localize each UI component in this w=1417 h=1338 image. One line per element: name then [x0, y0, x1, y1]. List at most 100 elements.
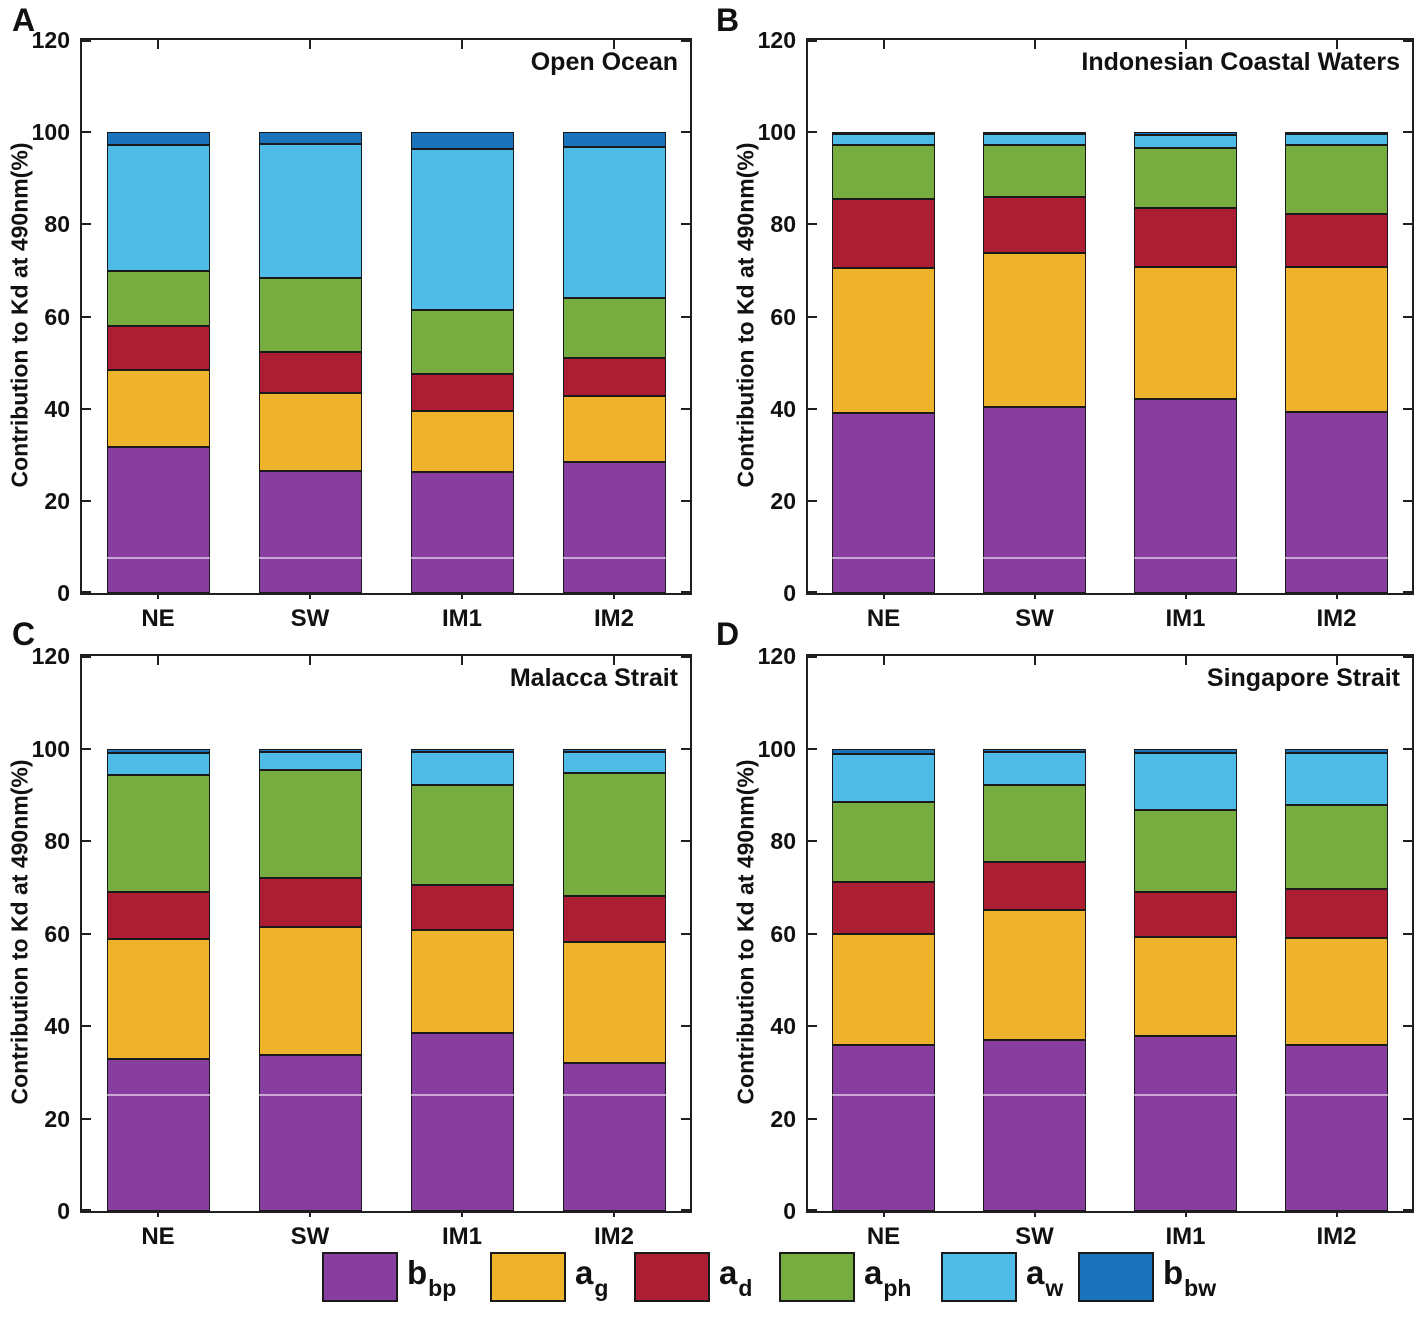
bar-a-ne-b_bp [107, 446, 210, 593]
bar-d-im2-a_d [1285, 888, 1388, 939]
panel-b-ytick-right [1403, 407, 1412, 410]
panel-b-ytick-label: 100 [757, 119, 796, 146]
panel-c-xtick-bottom [461, 1211, 463, 1217]
panel-c-ytick-right [681, 747, 690, 750]
bar-a-sw-a_w [259, 143, 362, 278]
bar-d-im1-a_w [1134, 753, 1237, 810]
panel-b-ytick-right [1403, 223, 1412, 226]
panel-b-xtick-top [882, 40, 885, 49]
bar-b-im1-a_d [1134, 207, 1237, 267]
legend-symbol-a_g: a [575, 1254, 594, 1291]
bar-a-sw-a_ph [259, 277, 362, 352]
bar-c-sw-a_g [259, 927, 362, 1056]
panel-d-ytick-right [1403, 656, 1412, 658]
bar-c-ne-a_w [107, 752, 210, 776]
panel-a-ytick-right [681, 223, 690, 226]
panel-a-ytick-left [82, 40, 91, 42]
bar-c-ne-a_d [107, 891, 210, 939]
panel-d-y-axis-label: Contribution to Kd at 490nm(%) [732, 759, 759, 1104]
panel-c-title: Malacca Strait [509, 664, 678, 692]
legend-swatch-b_bp [322, 1252, 398, 1302]
legend-label-a_w: aw [1026, 1256, 1063, 1300]
panel-a-xtick-top [309, 40, 311, 49]
panel-a-ytick-label: 60 [44, 303, 70, 330]
panel-a-ytick-left [82, 223, 91, 226]
panel-c-ytick-right [681, 1117, 690, 1120]
panel-d-ytick-right [1403, 1117, 1412, 1120]
panel-b-xtick-bottom [1184, 593, 1187, 599]
panel-a-ytick-left [82, 407, 91, 410]
bar-d-ne-a_w [832, 753, 935, 802]
bar-d-im2-b_bw [1285, 748, 1388, 753]
legend-subscript-a_w: w [1045, 1275, 1064, 1301]
panel-c-xtick-bottom [613, 1211, 615, 1217]
bar-b-im2-a_g [1285, 266, 1388, 412]
panel-b-xtick-top [1335, 40, 1338, 49]
bar-d-im2-b_bp [1285, 1044, 1388, 1211]
bar-a-im2-a_ph [563, 297, 666, 358]
panel-b-ytick-right [1403, 315, 1412, 318]
panel-b-ytick-right [1403, 131, 1412, 134]
panel-b-ytick-label: 80 [770, 211, 796, 238]
panel-d-xtick-bottom [1184, 1211, 1187, 1217]
legend-subscript-a_d: d [738, 1275, 753, 1301]
panel-b-xlabel-ne: NE [866, 605, 901, 632]
panel-a-title: Open Ocean [530, 48, 678, 76]
panel-d-xtick-top [1184, 656, 1187, 665]
panel-d-xtick-top [1335, 656, 1338, 665]
bar-b-sw-a_d [983, 197, 1086, 253]
panel-a-ytick-label: 20 [44, 487, 70, 514]
panel-d-xtick-top [1033, 656, 1036, 665]
bar-a-sw-b_bw [259, 132, 362, 144]
legend-subscript-a_g: g [594, 1275, 609, 1301]
panel-a-ytick-label: 80 [44, 211, 70, 238]
bar-d-sw-a_g [983, 910, 1086, 1040]
bar-a-im1-a_d [411, 373, 514, 411]
legend-symbol-b_bp: b [407, 1254, 428, 1291]
bar-b-im1-b_bw [1134, 132, 1237, 135]
bar-b-sw-b_bw [983, 132, 1086, 135]
legend-label-b_bw: bbw [1163, 1256, 1216, 1300]
panel-b-plot: 0 20 40 60 80 100 120 NE SW IM1 IM2 Indonesian Coas… [758, 29, 1414, 631]
panel-c-ytick-left [82, 932, 91, 935]
panel-c-ytick-label: 0 [57, 1198, 70, 1224]
bar-b-ne-a_ph [832, 145, 935, 200]
panel-c-xlabel-ne: NE [141, 1223, 175, 1250]
bar-b-sw-b_bp [983, 406, 1086, 593]
bar-b-im1-b_bp [1134, 398, 1237, 593]
panel-d-ytick-right [1403, 1209, 1412, 1211]
panel-b-ytick-label: 20 [770, 487, 796, 514]
legend-label-b_bp: bbp [407, 1254, 456, 1300]
legend-swatch-a_g [490, 1252, 566, 1302]
panel-a-xtick-bottom [309, 593, 311, 599]
panel-d-xlabel-im1: IM1 [1165, 1223, 1206, 1250]
panel-a-xtick-bottom [461, 593, 463, 599]
panel-b-xtick-top [1033, 40, 1036, 49]
bar-a-im1-a_w [411, 148, 514, 310]
legend-symbol-a_ph: a [864, 1254, 883, 1291]
panel-c-ytick-left [82, 1209, 91, 1211]
panel-c-ytick-label: 80 [44, 828, 70, 854]
bar-b-im2-b_bp [1285, 411, 1388, 593]
panel-c-ytick-label: 100 [31, 735, 70, 762]
panel-a-ytick-left [82, 131, 91, 134]
bar-a-ne-a_g [107, 370, 210, 447]
panel-b-xlabel-im2: IM2 [1316, 605, 1357, 632]
bar-d-im1-a_ph [1134, 810, 1237, 892]
panel-d-ytick-left [808, 656, 817, 658]
legend-swatch-a_w [941, 1252, 1017, 1302]
panel-d-artifact-line [808, 1094, 1412, 1097]
panel-c-xlabel-im1: IM1 [441, 1223, 482, 1250]
panel-b-xtick-bottom [1033, 593, 1036, 599]
panel-d-plot: 0 20 40 60 80 100 120 NE SW IM1 IM2 Singapore Strai… [758, 645, 1414, 1249]
panel-c-xtick-top [157, 656, 159, 665]
bar-a-ne-a_ph [107, 270, 210, 326]
bar-c-sw-b_bw [259, 748, 362, 753]
legend-subscript-b_bw: bw [1184, 1275, 1217, 1301]
panel-c-ytick-left [82, 747, 91, 750]
panel-a-xtick-top [613, 40, 615, 49]
panel-d-ytick-left [808, 840, 817, 842]
panel-d-title: Singapore Strait [1206, 664, 1400, 692]
bar-b-ne-a_w [832, 133, 935, 146]
panel-c-xtick-bottom [309, 1211, 311, 1217]
